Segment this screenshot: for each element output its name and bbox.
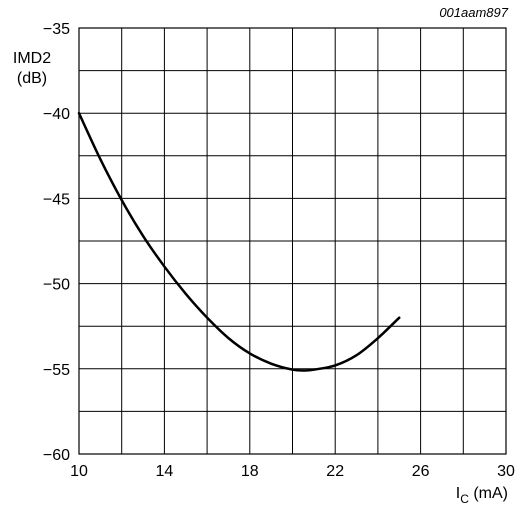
plot-border (78, 27, 507, 455)
y-tick-label-minus-55: −55 (43, 362, 70, 379)
y-axis-label-line1: IMD2 (13, 50, 51, 67)
y-tick-label-minus-40: −40 (43, 106, 70, 123)
y-axis-label-line2: (dB) (17, 70, 47, 87)
y-tick-label-minus-50: −50 (43, 277, 70, 294)
y-tick-label-minus-35: −35 (43, 21, 70, 38)
x-tick-label-10: 10 (70, 463, 88, 480)
x-axis-label-unit: (mA) (469, 485, 508, 502)
x-tick-labels: 10 14 18 22 26 30 (70, 463, 515, 480)
x-tick-label-22: 22 (326, 463, 344, 480)
y-tick-label-minus-60: −60 (43, 447, 70, 464)
series-line (77, 111, 401, 372)
grid (79, 28, 506, 454)
x-tick-label-26: 26 (412, 463, 430, 480)
reference-code: 001aam897 (439, 5, 508, 20)
x-tick-label-30: 30 (497, 463, 515, 480)
x-axis-label: IC (mA) (456, 485, 508, 506)
x-axis-label-main: I (456, 485, 460, 502)
y-tick-label-minus-45: −45 (43, 191, 70, 208)
x-axis-label-subscript: C (460, 492, 469, 506)
x-tick-label-14: 14 (156, 463, 174, 480)
plot-frame (78, 27, 507, 455)
y-tick-labels: −35 −40 −45 −50 −55 −60 (43, 21, 70, 464)
x-tick-label-18: 18 (241, 463, 259, 480)
